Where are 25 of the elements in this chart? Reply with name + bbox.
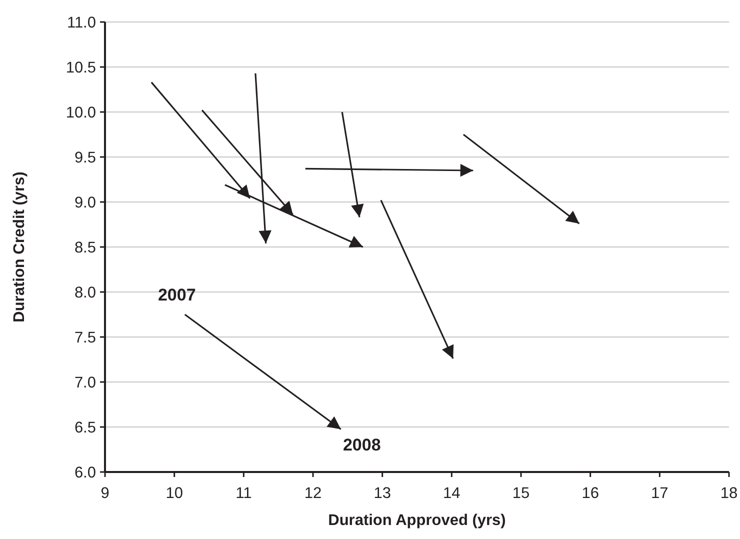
x-tick-label: 16 <box>582 485 599 502</box>
y-tick-label: 10.0 <box>66 104 96 122</box>
x-tick-label: 15 <box>512 485 530 502</box>
x-tick-label: 14 <box>443 485 461 502</box>
y-tick-label: 11.0 <box>66 14 96 32</box>
x-tick-label: 13 <box>374 485 391 502</box>
y-tick-label: 8.5 <box>74 239 96 256</box>
y-tick-label: 7.0 <box>74 374 96 392</box>
y-tick-label: 7.5 <box>74 329 96 346</box>
x-tick-label: 17 <box>651 485 668 502</box>
x-axis-title: Duration Approved (yrs) <box>328 512 506 529</box>
y-tick-label: 9.5 <box>74 149 96 166</box>
x-tick-label: 10 <box>166 485 184 502</box>
y-tick-label: 8.0 <box>74 284 96 302</box>
annotation: 2007 <box>158 286 196 304</box>
x-tick-label: 9 <box>100 485 110 502</box>
x-tick-label: 11 <box>236 485 252 502</box>
y-tick-label: 9.0 <box>74 194 96 212</box>
y-tick-label: 6.0 <box>74 464 96 482</box>
x-tick-label: 12 <box>304 485 322 502</box>
x-tick-label: 18 <box>720 485 738 502</box>
annotation: 2008 <box>342 435 381 454</box>
y-axis-title: Duration Credit (yrs) <box>11 172 28 322</box>
y-tick-label: 6.5 <box>74 419 96 436</box>
y-tick-label: 10.5 <box>66 59 96 76</box>
